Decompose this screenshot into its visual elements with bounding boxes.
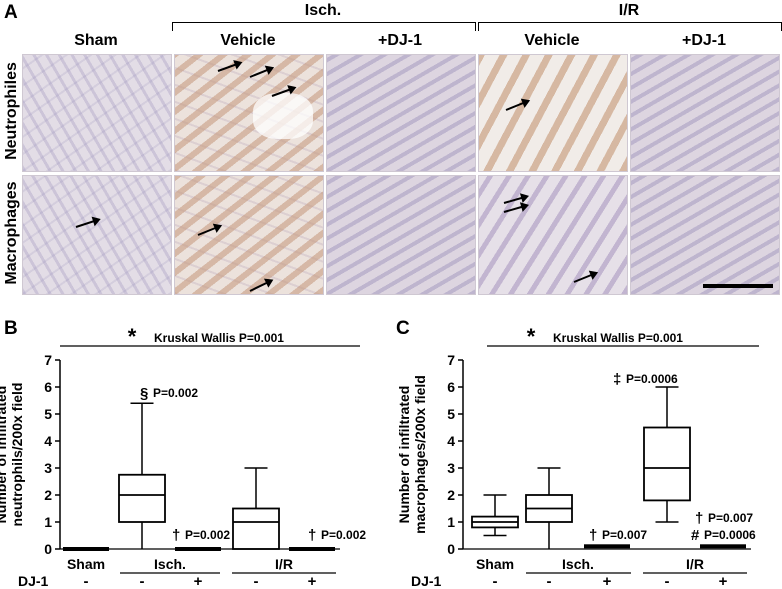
y-tick-label: 7 [447, 352, 455, 368]
group-ir-bracket [478, 22, 782, 31]
chart-b: Number of infiltrated neutrophils/200x fi… [0, 324, 366, 589]
y-tick-label: 1 [44, 514, 52, 530]
y-axis-label: Number of infiltrated [0, 386, 9, 524]
micrograph-sham-neutrophiles [22, 54, 172, 172]
group-isch-label: Isch. [304, 2, 342, 19]
category-label: I/R [275, 556, 293, 572]
dj1-label: DJ-1 [18, 573, 49, 589]
micrograph-ir-dj1-neutrophiles [630, 54, 780, 172]
scale-bar [703, 284, 773, 288]
annotation-pvalue: P=0.007 [708, 511, 753, 525]
column-header-isch-vehicle: Vehicle [220, 32, 276, 49]
micrograph-isch-vehicle-neutrophiles [174, 54, 324, 172]
annotation-symbol: † [308, 527, 316, 544]
y-axis-label: Number of infiltrated [396, 386, 412, 524]
column-header-sham: Sham [74, 32, 118, 49]
annotation-symbol: § [140, 385, 148, 402]
dj1-sign: + [603, 573, 612, 589]
annotation-pvalue: P=0.0006 [626, 372, 678, 386]
y-tick-label: 7 [44, 352, 52, 368]
column-header-isch-dj1: +DJ-1 [377, 32, 423, 49]
panel-c-label: C [396, 318, 410, 339]
dj1-sign: - [84, 573, 89, 589]
y-tick-label: 4 [447, 433, 455, 449]
annotation-pvalue: P=0.007 [602, 528, 647, 542]
box-collapsed [584, 544, 630, 549]
y-tick-label: 2 [44, 487, 52, 503]
y-tick-label: 0 [447, 541, 455, 557]
dj1-label: DJ-1 [411, 573, 442, 589]
category-label: Sham [67, 556, 105, 572]
annotation-symbol: ‡ [613, 371, 621, 388]
annotation-symbol: † [172, 527, 180, 544]
annotation-symbol: † [695, 510, 703, 527]
y-tick-label: 1 [447, 514, 455, 530]
test-text: Kruskal Wallis P=0.001 [154, 331, 284, 345]
dj1-sign: + [719, 573, 728, 589]
box-collapsed [700, 544, 746, 549]
y-tick-label: 2 [447, 487, 455, 503]
category-label: Isch. [562, 556, 594, 572]
y-tick-label: 3 [447, 460, 455, 476]
micrograph-ir-dj1-macrophages [630, 175, 780, 295]
y-tick-label: 3 [44, 460, 52, 476]
box [232, 507, 280, 550]
y-axis-label: neutrophils/200x field [9, 383, 25, 527]
dj1-sign: - [254, 573, 259, 589]
annotation-pvalue: P=0.002 [185, 528, 230, 542]
annotation-symbol: # [691, 527, 700, 544]
panel-b-label: B [4, 318, 18, 339]
micrograph-ir-vehicle-macrophages [478, 175, 628, 295]
y-tick-label: 6 [44, 379, 52, 395]
chart-c: Number of infiltrated macrophages/200x fi… [396, 324, 759, 589]
y-tick-label: 0 [44, 541, 52, 557]
y-tick-label: 5 [447, 406, 455, 422]
y-tick-label: 4 [44, 433, 52, 449]
row-label-macrophages: Macrophages [3, 181, 20, 285]
test-star: * [128, 324, 137, 349]
category-label: Isch. [154, 556, 186, 572]
group-ir-label: I/R [618, 2, 640, 19]
dj1-sign: + [194, 573, 203, 589]
test-star: * [527, 324, 536, 349]
panel-a-label: A [4, 2, 18, 23]
y-axis-label: macrophages/200x field [412, 375, 428, 534]
annotation-pvalue: P=0.002 [321, 528, 366, 542]
box [643, 426, 691, 502]
box [118, 473, 166, 523]
tissue-gap [253, 93, 313, 139]
micrograph-sham-macrophages [22, 175, 172, 295]
column-header-ir-vehicle: Vehicle [524, 32, 580, 49]
dj1-sign: - [547, 573, 552, 589]
y-tick-label: 5 [44, 406, 52, 422]
dj1-sign: + [308, 573, 317, 589]
test-text: Kruskal Wallis P=0.001 [553, 331, 683, 345]
micrograph-isch-dj1-neutrophiles [326, 54, 476, 172]
category-label: Sham [476, 556, 514, 572]
micrograph-ir-vehicle-neutrophiles [478, 54, 628, 172]
dj1-sign: - [140, 573, 145, 589]
dj1-sign: - [493, 573, 498, 589]
group-isch-bracket [172, 22, 476, 31]
micrograph-isch-vehicle-macrophages [174, 175, 324, 295]
dj1-sign: - [665, 573, 670, 589]
row-label-neutrophiles: Neutrophiles [3, 62, 20, 160]
y-tick-label: 6 [447, 379, 455, 395]
column-header-ir-dj1: +DJ-1 [681, 32, 727, 49]
annotation-symbol: † [589, 527, 597, 544]
annotation-pvalue: P=0.0006 [704, 528, 756, 542]
micrograph-isch-dj1-macrophages [326, 175, 476, 295]
annotation-pvalue: P=0.002 [153, 386, 198, 400]
category-label: I/R [686, 556, 704, 572]
